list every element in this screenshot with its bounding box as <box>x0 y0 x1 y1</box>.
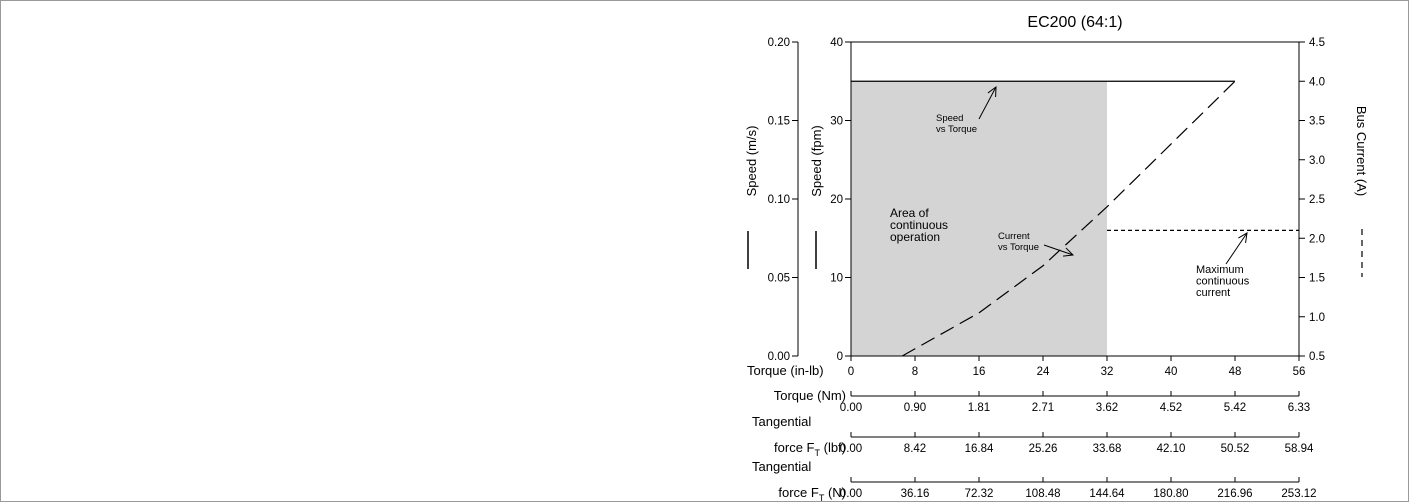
x-conversion-scales: 0.00 0.90 1.81 2.71 3.62 4.52 5.42 6.33 Torque (… <box>752 388 1317 503</box>
torque-tick-label: 0 <box>848 366 854 378</box>
conv-scale-label: force FT (N) <box>778 485 846 503</box>
conv-tick-label: 33.68 <box>1093 443 1122 455</box>
conv-scale-label: force FT (lbf) <box>774 440 846 458</box>
conv-tick-label: 8.42 <box>904 443 926 455</box>
speed-arrow <box>978 85 997 120</box>
conv-tick-label: 216.96 <box>1217 488 1252 500</box>
conv-scale-label: Tangential <box>752 414 811 429</box>
max-current-arrow-head <box>1238 232 1248 243</box>
conv-tick-label: 72.32 <box>965 488 994 500</box>
max-current-arrow-shaft <box>1225 232 1248 265</box>
ms-tick-label: 0.05 <box>768 273 790 285</box>
conv-tick-label: 0.90 <box>904 402 926 414</box>
fpm-tick-label: 20 <box>830 194 843 206</box>
conv-tick-label: 4.52 <box>1160 402 1182 414</box>
fpm-tick-label: 10 <box>830 273 843 285</box>
current-tick-label: 2.0 <box>1309 233 1325 245</box>
conv-tick-label: 144.64 <box>1089 488 1125 500</box>
conv-tick-label: 36.16 <box>901 488 930 500</box>
torque-tick-label: 56 <box>1293 366 1306 378</box>
conv-tick-label: 0.00 <box>840 402 862 414</box>
conv-tick-label: 0.00 <box>840 488 862 500</box>
conv-tick-label: 50.52 <box>1221 443 1250 455</box>
current-tick-label: 4.5 <box>1309 37 1325 49</box>
area-label: continuous <box>890 218 948 232</box>
current-tick-label: 2.5 <box>1309 194 1325 206</box>
fpm-tick-label: 40 <box>830 37 843 49</box>
max-current-arrow <box>1225 232 1248 265</box>
torque-axis-label: Torque (in-lb) <box>747 363 824 378</box>
conv-tick-label: 180.80 <box>1153 488 1188 500</box>
speed-label: vs Torque <box>936 124 977 135</box>
continuous-region-fill <box>851 81 1107 356</box>
max-current-label: current <box>1196 287 1230 299</box>
chart-title: EC200 (64:1) <box>1027 14 1122 31</box>
conv-tick-label: 16.84 <box>965 443 994 455</box>
current-tick-label: 4.0 <box>1309 76 1325 88</box>
fpm-axis-label: Speed (fpm) <box>809 125 824 197</box>
current-tick-label: 1.0 <box>1309 312 1325 324</box>
continuous-operation-region <box>851 81 1107 356</box>
max-current-label: Maximum <box>1196 264 1244 276</box>
current-arrow-shaft <box>1043 244 1074 256</box>
torque-tick-label: 8 <box>912 366 918 378</box>
max-current-label: continuous <box>1196 276 1250 288</box>
conv-scale-label: Tangential <box>752 459 811 474</box>
torque-tick-label: 32 <box>1101 366 1114 378</box>
conv-tick-label: 6.33 <box>1288 402 1310 414</box>
torque-tick-label: 40 <box>1165 366 1178 378</box>
current-tick-label: 3.0 <box>1309 155 1325 167</box>
area-label: Area of <box>890 206 929 220</box>
speed-arrow-shaft <box>978 86 997 120</box>
torque-tick-label: 48 <box>1229 366 1242 378</box>
ms-axis-label: Speed (m/s) <box>744 126 759 197</box>
speed-arrow-head <box>987 85 997 98</box>
current-tick-label: 0.5 <box>1309 351 1325 363</box>
current-axis-label: Bus Current (A) <box>1354 106 1369 196</box>
series-lines <box>851 80 1299 357</box>
torque-tick-label: 16 <box>973 366 986 378</box>
ms-tick-label: 0.15 <box>768 116 790 128</box>
current-tick-label: 1.5 <box>1309 273 1325 285</box>
conv-tick-label: 5.42 <box>1224 402 1246 414</box>
conv-tick-label: 0.00 <box>840 443 862 455</box>
conv-tick-label: 3.62 <box>1096 402 1118 414</box>
conv-tick-label: 2.71 <box>1032 402 1054 414</box>
conv-tick-label: 42.10 <box>1157 443 1186 455</box>
current-tick-label: 3.5 <box>1309 116 1325 128</box>
conv-tick-label: 25.26 <box>1029 443 1058 455</box>
ms-tick-label: 0.20 <box>768 37 790 49</box>
conv-tick-label: 108.48 <box>1025 488 1060 500</box>
area-label: operation <box>890 230 940 244</box>
ms-tick-label: 0.10 <box>768 194 790 206</box>
current-vs-torque-line <box>901 80 1236 357</box>
current-arrow-head <box>1063 247 1075 257</box>
conv-tick-label: 58.94 <box>1285 443 1314 455</box>
axes: 0 10 20 30 40 0.00 0.05 0.10 0.15 0.20 0.5 1.0 1.5 2.… <box>744 37 1369 378</box>
fpm-tick-label: 0 <box>837 351 843 363</box>
torque-tick-label: 24 <box>1037 366 1050 378</box>
speed-label: Speed <box>936 113 963 124</box>
conv-scale-label: Torque (Nm) <box>774 388 846 403</box>
current-arrow <box>1043 244 1075 257</box>
current-label: Current <box>998 231 1030 242</box>
fpm-tick-label: 30 <box>830 116 843 128</box>
current-label: vs Torque <box>998 242 1039 253</box>
conv-tick-label: 1.81 <box>968 402 990 414</box>
ms-tick-label: 0.00 <box>768 351 790 363</box>
conv-tick-label: 253.12 <box>1281 488 1316 500</box>
